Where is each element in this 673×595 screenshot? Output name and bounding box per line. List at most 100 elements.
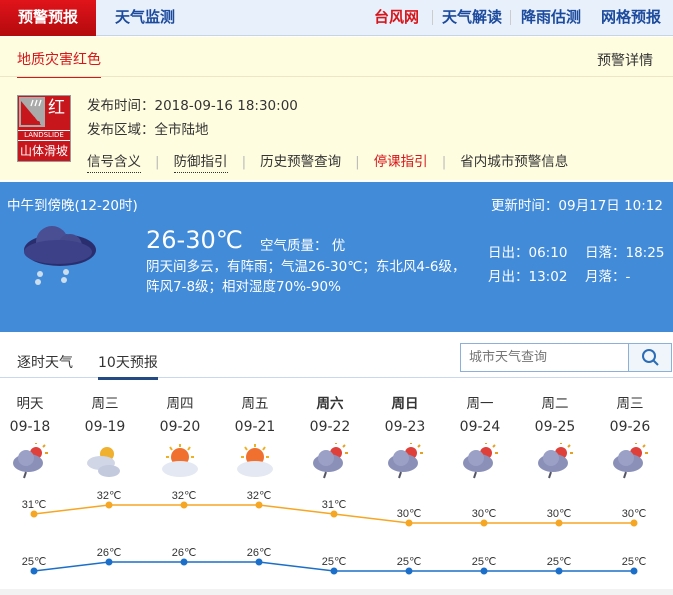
forecast-date: 09-22 (309, 419, 351, 435)
forecast-weekday: 周日 (391, 396, 419, 412)
high-temp-label: 30℃ (397, 508, 422, 520)
warning-panel: 地质灾害红色 预警详情 (0, 37, 673, 180)
temperature-chart: 31℃ 32℃ 32℃ 32℃ 31℃ 30℃ 30℃ 30℃ 30℃ 25℃ 26℃ 26℃ 26℃ 2… (22, 490, 647, 575)
publish-time: 发布时间：2018-09-16 18:30:00 (87, 98, 298, 114)
low-temp-point (480, 567, 488, 575)
high-temp-point (180, 501, 188, 509)
low-temp-label: 26℃ (247, 547, 272, 559)
forecast-date: 09-18 (9, 419, 51, 435)
link-typhoon[interactable]: 台风网 (374, 8, 420, 26)
tab-hourly[interactable]: 逐时天气 (17, 355, 73, 371)
top-nav: 预警预报 天气监测 台风网 天气解读 降雨估测 网格预报 (0, 0, 673, 36)
low-temp-label: 25℃ (322, 556, 347, 568)
forecast-tabs: 逐时天气 10天预报 (0, 332, 673, 380)
forecast-date: 09-23 (384, 419, 426, 435)
high-temp-point (480, 519, 488, 527)
link-grid-forecast[interactable]: 网格预报 (601, 8, 662, 26)
link-province-warnings[interactable]: 省内城市预警信息 (460, 154, 569, 170)
high-temp-point (105, 501, 113, 509)
update-time: 更新时间：09月17日 10:12 (490, 198, 663, 214)
badge-chinese: 山体滑坡 (19, 144, 68, 158)
tab-10-day[interactable]: 10天预报 (98, 352, 158, 380)
forecast-weekday: 周五 (241, 396, 269, 412)
forecast-date: 09-25 (534, 419, 576, 435)
high-temp-label: 32℃ (247, 490, 272, 502)
forecast-weekday: 周二 (541, 396, 569, 412)
search-button[interactable] (628, 344, 671, 371)
high-temp-point (555, 519, 563, 527)
showers-icon (0, 443, 60, 479)
high-temp-label: 32℃ (97, 490, 122, 502)
high-temp-point (255, 501, 263, 509)
forecast-weekday: 周一 (466, 396, 494, 412)
forecast-weekday: 明天 (16, 396, 44, 412)
showers-icon (375, 443, 435, 479)
tab-warning-forecast[interactable]: 预警预报 (0, 0, 96, 36)
moonset: 月落：- (585, 269, 631, 285)
high-temp-label: 30℃ (547, 508, 572, 520)
low-temp-point (330, 567, 338, 575)
high-temp-label: 31℃ (322, 499, 347, 511)
forecast-weekday: 周四 (166, 396, 194, 412)
showers-icon (600, 443, 660, 479)
link-signal-meaning[interactable]: 信号含义 (87, 153, 141, 173)
high-temp-point (405, 519, 413, 527)
low-temp-label: 25℃ (22, 556, 47, 568)
low-temp-point (405, 567, 413, 575)
high-temp-label: 32℃ (172, 490, 197, 502)
current-temp: 26-30℃ (146, 226, 243, 254)
city-search (460, 343, 672, 372)
low-temp-label: 25℃ (622, 556, 647, 568)
low-temp-point (255, 558, 263, 566)
showers-icon (300, 443, 360, 479)
high-temp-label: 30℃ (622, 508, 647, 520)
forecast-date: 09-21 (234, 419, 276, 435)
high-temp-point (330, 510, 338, 518)
partly-cloudy-icon (75, 443, 135, 479)
forecast-date: 09-26 (609, 419, 651, 435)
landslide-icon (19, 97, 45, 127)
forecast-date: 09-20 (159, 419, 201, 435)
low-temp-point (180, 558, 188, 566)
publish-area: 发布区域：全市陆地 (87, 122, 209, 138)
sunny-cloudy-icon (225, 443, 285, 479)
moonrise: 月出：13:02 (488, 269, 568, 285)
badge-english: LANDSLIDE (18, 130, 70, 141)
low-temp-label: 26℃ (172, 547, 197, 559)
link-defense-guide[interactable]: 防御指引 (173, 153, 228, 173)
low-temp-point (30, 567, 38, 575)
landslide-warning-badge: 红 LANDSLIDE 山体滑坡 (17, 95, 71, 162)
showers-icon (525, 443, 585, 479)
link-class-suspension[interactable]: 停课指引 (373, 154, 428, 170)
high-temp-point (30, 510, 38, 518)
link-rain-estimate[interactable]: 降雨估测 (521, 8, 582, 26)
forecast-weekday: 周三 (91, 396, 119, 412)
warning-links: 信号含义 | 防御指引 | 历史预警查询 | 停课指引 | 省内城市预警信息 (87, 153, 568, 173)
link-weather-analysis[interactable]: 天气解读 (442, 8, 503, 26)
current-weather-panel: 中午到傍晚(12-20时) 更新时间：09月17日 10:12 26-30℃ 空… (0, 182, 673, 332)
showers-icon (450, 443, 510, 479)
forecast-weekday: 周六 (316, 396, 344, 412)
bottom-bar (0, 589, 673, 595)
low-temp-point (555, 567, 563, 575)
divider (0, 76, 673, 77)
link-history-query[interactable]: 历史预警查询 (260, 154, 342, 170)
low-temp-label: 25℃ (397, 556, 422, 568)
forecast-date: 09-24 (459, 419, 501, 435)
sunny-cloudy-icon (150, 443, 210, 479)
sunrise: 日出：06:10 (488, 245, 568, 261)
high-temp-label: 30℃ (472, 508, 497, 520)
high-temp-label: 31℃ (22, 499, 47, 511)
air-quality: 空气质量： 优 (260, 238, 346, 254)
warning-detail-link[interactable]: 预警详情 (597, 53, 653, 69)
weather-description: 阴天间多云，有阵雨；气温26-30℃；东北风4-6级，阵风7-8级；相对湿度70… (146, 259, 466, 295)
tab-weather-monitor[interactable]: 天气监测 (115, 8, 176, 26)
search-icon (642, 349, 659, 366)
divider (432, 10, 433, 25)
forecast-date: 09-19 (84, 419, 126, 435)
city-search-input[interactable] (461, 344, 629, 371)
low-temp-label: 25℃ (472, 556, 497, 568)
warning-tab[interactable]: 地质灾害红色 (17, 49, 101, 78)
low-temp-label: 25℃ (547, 556, 572, 568)
low-temp-label: 26℃ (97, 547, 122, 559)
